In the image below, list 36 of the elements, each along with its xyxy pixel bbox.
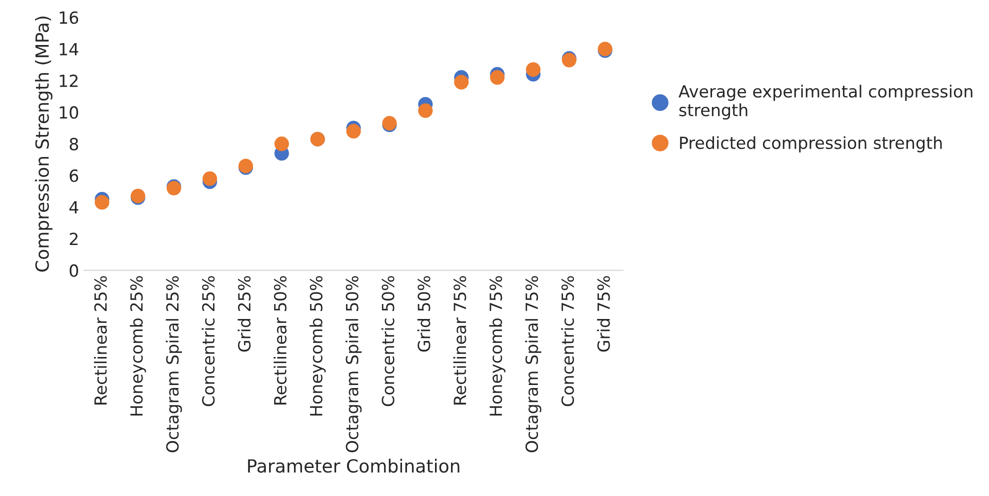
point	[202, 171, 218, 186]
x-tick-label: Octagram Spiral 75%	[525, 276, 542, 452]
point	[274, 136, 289, 152]
legend-label: Average experimental compression strength	[678, 84, 972, 120]
point	[346, 124, 361, 138]
x-tick-label: Grid 50%	[417, 276, 430, 352]
x-tick-label: Rectilinear 25%	[94, 276, 107, 404]
y-tick-label: 16	[60, 11, 78, 24]
x-tick-label: Octagram Spiral 50%	[346, 276, 362, 452]
x-tick-label: Honeycomb 75%	[489, 276, 506, 416]
y-tick-label: 2	[70, 232, 78, 246]
x-tick-label: Rectilinear 75%	[453, 276, 466, 404]
y-tick-label: 10	[60, 106, 78, 119]
x-tick-label: Concentric 25%	[202, 276, 215, 406]
point	[94, 195, 110, 210]
x-axis-title: Parameter Combination	[248, 458, 460, 473]
point	[418, 103, 433, 118]
y-tick-label: 12	[60, 74, 78, 87]
x-tick-label: Rectilinear 50%	[274, 276, 287, 404]
x-tick-label: Grid 75%	[597, 276, 610, 352]
y-tick-label: 6	[70, 169, 78, 182]
x-tick-label: Honeycomb 50%	[310, 276, 326, 416]
y-tick-label: 0	[70, 264, 78, 277]
y-tick-label: 14	[60, 43, 78, 56]
x-tick-label: Concentric 50%	[381, 276, 394, 406]
x-tick-label: Grid 25%	[238, 276, 251, 352]
point	[490, 70, 505, 85]
legend-label: Predicted compression strength	[680, 136, 942, 152]
y-tick-label: 4	[69, 201, 78, 214]
point	[454, 74, 469, 90]
y-axis-title: Compression Strength (MPa)	[34, 16, 52, 272]
point	[526, 62, 541, 77]
x-tick-label: Honeycomb 25%	[130, 276, 146, 416]
y-tick-label: 8	[70, 138, 78, 150]
x-tick-label: Octagram Spiral 25%	[166, 276, 182, 452]
x-tick-label: Concentric 75%	[561, 276, 574, 406]
